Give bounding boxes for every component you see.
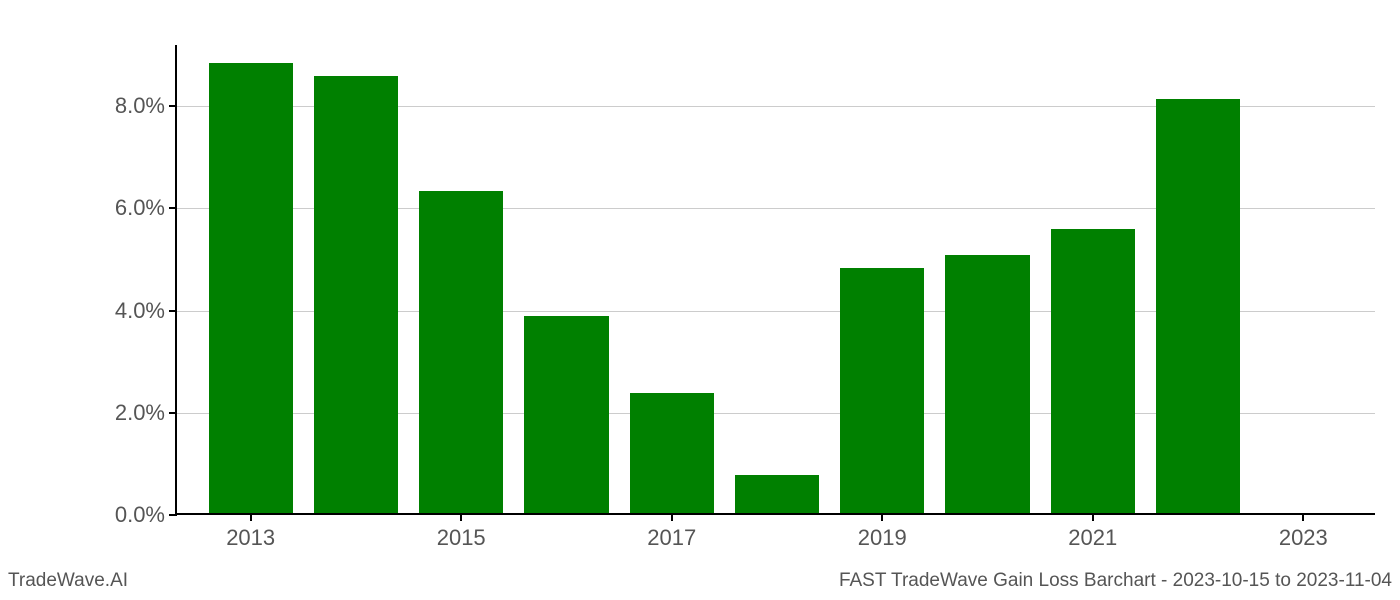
y-tick-label: 2.0% bbox=[115, 400, 165, 426]
x-tick-mark bbox=[1302, 513, 1304, 521]
bar bbox=[1156, 99, 1240, 513]
x-tick-mark bbox=[881, 513, 883, 521]
y-tick-label: 8.0% bbox=[115, 93, 165, 119]
bar bbox=[524, 316, 608, 513]
x-tick-label: 2017 bbox=[647, 525, 696, 551]
bar bbox=[630, 393, 714, 513]
x-tick-mark bbox=[1092, 513, 1094, 521]
y-tick-label: 4.0% bbox=[115, 298, 165, 324]
bar bbox=[1051, 229, 1135, 513]
bar bbox=[314, 76, 398, 513]
x-tick-label: 2023 bbox=[1279, 525, 1328, 551]
x-tick-label: 2019 bbox=[858, 525, 907, 551]
footer-right-text: FAST TradeWave Gain Loss Barchart - 2023… bbox=[839, 570, 1392, 592]
y-tick-label: 0.0% bbox=[115, 502, 165, 528]
x-tick-label: 2013 bbox=[226, 525, 275, 551]
y-tick-mark bbox=[169, 105, 177, 107]
y-tick-mark bbox=[169, 207, 177, 209]
bar bbox=[209, 63, 293, 513]
x-tick-mark bbox=[460, 513, 462, 521]
y-tick-label: 6.0% bbox=[115, 195, 165, 221]
chart-area: 0.0%2.0%4.0%6.0%8.0%20132015201720192021… bbox=[175, 45, 1375, 515]
y-tick-mark bbox=[169, 412, 177, 414]
x-tick-mark bbox=[250, 513, 252, 521]
bar bbox=[419, 191, 503, 513]
y-tick-mark bbox=[169, 514, 177, 516]
chart-container: 0.0%2.0%4.0%6.0%8.0%20132015201720192021… bbox=[175, 45, 1375, 515]
x-tick-mark bbox=[671, 513, 673, 521]
bar bbox=[945, 255, 1029, 513]
x-tick-label: 2021 bbox=[1068, 525, 1117, 551]
y-tick-mark bbox=[169, 310, 177, 312]
bar bbox=[735, 475, 819, 513]
x-tick-label: 2015 bbox=[437, 525, 486, 551]
footer-left-text: TradeWave.AI bbox=[8, 570, 128, 592]
bar bbox=[840, 268, 924, 513]
